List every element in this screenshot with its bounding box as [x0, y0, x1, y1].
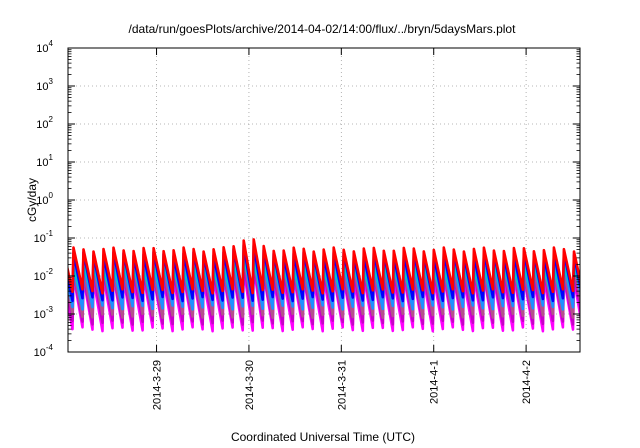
y-tick-label: 103	[36, 77, 53, 93]
series-line	[68, 238, 580, 295]
x-tick-label: 2014-4-1	[429, 360, 441, 404]
y-axis-label: cGy/day	[25, 178, 39, 222]
y-tick-label: 10-1	[34, 229, 54, 245]
chart-title: /data/run/goesPlots/archive/2014-04-02/1…	[129, 22, 517, 36]
series-group	[68, 238, 580, 333]
y-tick-label: 102	[36, 115, 53, 131]
y-tick-label: 100	[36, 191, 53, 207]
y-axis: 10-4 10-3 10-2 10-1 100 101 102 103 104	[34, 39, 580, 359]
x-tick-label: 2014-3-30	[244, 360, 256, 410]
x-tick-label: 2014-4-2	[521, 360, 533, 404]
x-axis-label: Coordinated Universal Time (UTC)	[231, 430, 415, 444]
x-axis: 2014-3-29 2014-3-30 2014-3-31 2014-4-1 2014-…	[152, 48, 533, 410]
x-tick-label: 2014-3-31	[336, 360, 348, 410]
y-tick-label: 10-2	[34, 267, 54, 283]
x-tick-label: 2014-3-29	[152, 360, 164, 410]
y-tick-label: 10-3	[34, 305, 54, 321]
y-tick-label: 101	[36, 153, 53, 169]
y-tick-label: 104	[36, 39, 53, 55]
y-tick-label: 10-4	[34, 343, 54, 359]
